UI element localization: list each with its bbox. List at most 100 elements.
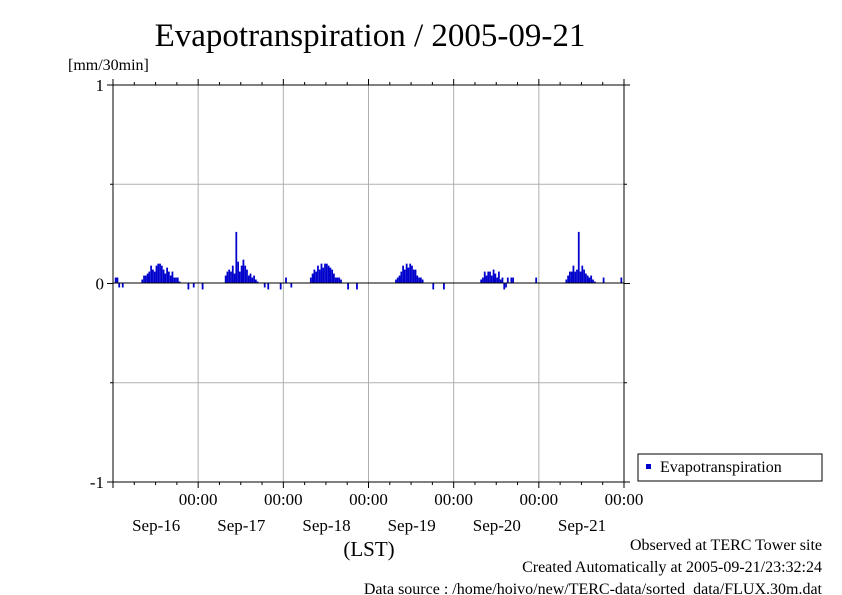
x-tick-date-label: Sep-16: [132, 516, 180, 535]
bar: [320, 263, 323, 284]
bar: [336, 277, 339, 284]
x-tick-time-label: 00:00: [605, 490, 644, 509]
bar: [233, 273, 236, 284]
x-axis-ticks: 00:00Sep-1600:00Sep-1700:00Sep-1800:00Se…: [112, 79, 644, 535]
chart-title: Evapotranspiration / 2005-09-21: [155, 18, 586, 54]
footer-created: Created Automatically at 2005-09-21/23:3…: [522, 559, 822, 576]
x-tick-date-label: Sep-19: [388, 516, 436, 535]
bar: [398, 275, 401, 284]
bar: [164, 273, 167, 284]
bar: [159, 263, 161, 284]
bar: [231, 265, 234, 284]
bar: [416, 275, 419, 284]
bar: [187, 283, 190, 290]
bar: [146, 273, 149, 284]
bar: [494, 273, 497, 284]
bar: [414, 269, 417, 284]
bar: [407, 267, 410, 284]
bar: [432, 283, 435, 290]
bar: [356, 283, 358, 290]
y-axis-unit-label: [mm/30min]: [68, 57, 149, 74]
bar: [192, 283, 195, 288]
bar: [572, 265, 575, 284]
bar: [327, 265, 330, 284]
bar: [224, 275, 227, 284]
bar: [405, 263, 408, 284]
bar: [586, 275, 589, 284]
bar: [285, 277, 287, 284]
bar: [510, 277, 513, 284]
bar: [395, 279, 397, 284]
x-tick-time-label: 00:00: [349, 490, 388, 509]
bar: [317, 265, 319, 284]
bar: [148, 271, 151, 284]
bar: [114, 277, 117, 284]
bar: [290, 283, 293, 288]
bar: [487, 271, 490, 284]
bar: [240, 265, 243, 284]
bar-series: [114, 231, 623, 290]
bar: [411, 265, 413, 284]
bar: [574, 271, 577, 284]
bar: [592, 279, 594, 284]
bar: [160, 265, 163, 284]
bar: [311, 273, 314, 284]
legend-label: Evapotranspiration: [660, 459, 782, 476]
bar: [590, 275, 593, 284]
bar: [247, 275, 250, 284]
x-tick-time-label: 00:00: [179, 490, 218, 509]
x-tick-date-label: Sep-21: [558, 516, 606, 535]
bar: [279, 283, 282, 290]
bar: [254, 279, 257, 284]
legend-swatch: [646, 464, 651, 469]
bar: [485, 275, 488, 284]
bar: [396, 277, 399, 284]
bar: [324, 263, 326, 284]
bar: [237, 261, 239, 284]
bar: [581, 265, 584, 284]
bar: [338, 277, 341, 284]
bar: [244, 265, 247, 284]
bar: [496, 277, 499, 284]
bar: [482, 277, 484, 284]
bar: [318, 269, 321, 284]
bar: [620, 277, 623, 284]
x-tick-date-label: Sep-17: [217, 516, 266, 535]
bar: [175, 277, 177, 284]
bar: [419, 277, 422, 284]
bar: [421, 279, 424, 284]
bar: [602, 277, 605, 284]
bar: [201, 283, 204, 290]
bar: [322, 267, 325, 284]
x-tick-time-label: 00:00: [519, 490, 558, 509]
footer-data-source: Data source : /home/hoivo/new/TERC-data/…: [364, 581, 823, 595]
bar: [498, 271, 500, 284]
bar: [568, 271, 571, 284]
bar: [418, 277, 420, 284]
bar: [340, 279, 342, 284]
x-tick-time-label: 00:00: [434, 490, 473, 509]
bar: [492, 269, 495, 284]
bar: [499, 279, 502, 284]
bar: [152, 269, 154, 284]
bar: [512, 277, 514, 284]
bar: [503, 283, 506, 290]
bar: [176, 277, 179, 284]
bar: [403, 269, 406, 284]
bar: [228, 269, 231, 284]
bar: [315, 271, 318, 284]
bar: [490, 275, 493, 284]
bar: [409, 263, 412, 284]
bar: [535, 277, 538, 284]
bar: [329, 267, 332, 284]
bar: [309, 277, 312, 284]
bar: [153, 271, 156, 284]
bar: [263, 283, 266, 288]
bar: [166, 267, 169, 284]
bar: [249, 273, 252, 284]
bar: [565, 279, 568, 284]
bar: [171, 271, 174, 284]
bar: [155, 265, 158, 284]
bar: [505, 283, 507, 288]
